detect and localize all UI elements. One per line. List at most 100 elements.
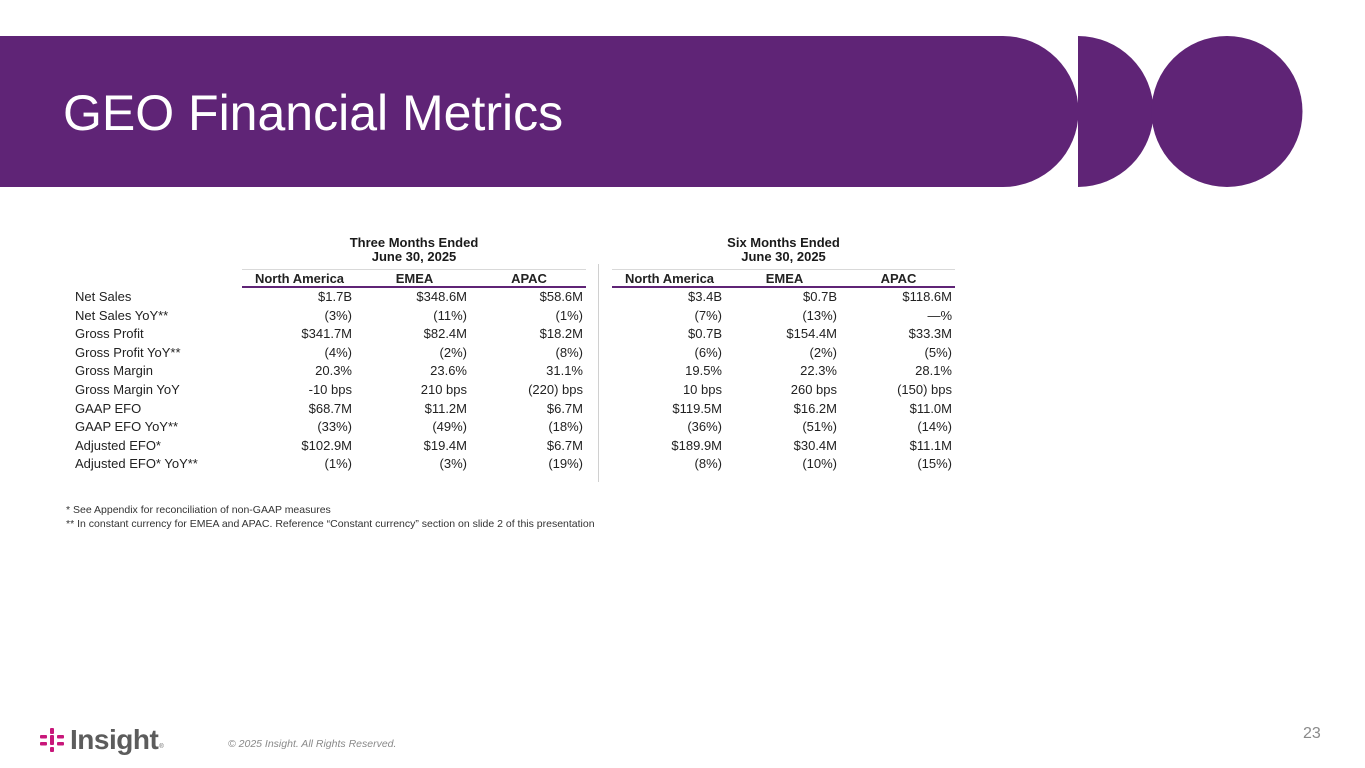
table-row: Gross Margin YoY -10 bps 210 bps (220) bps 1… [75,381,955,399]
cell-six-months: (7%) [694,307,722,323]
row-label: GAAP EFO YoY** [75,419,179,435]
cell-three-months: 210 bps [420,382,467,397]
cell-six-months: (36%) [687,419,722,435]
row-label: GAAP EFO [75,400,142,416]
cell-six-months: 19.5% [685,363,722,379]
cell-three-months: (3%) [324,307,352,323]
period-heading-line2: June 30, 2025 [371,249,457,264]
cell-six-months: $189.9M [671,437,722,453]
cell-three-months: $11.2M [424,400,467,416]
cell-six-months: $0.7B [803,289,837,304]
copyright-notice: © 2025 Insight. All Rights Reserved. [228,738,397,750]
footnote: ** In constant currency for EMEA and APA… [66,518,595,530]
table-row: Gross Profit $341.7M $82.4M $18.2M $0.7B $154… [75,325,955,343]
cell-three-months: (2%) [439,344,467,360]
row-label: Gross Margin YoY [75,382,180,397]
table-divider [598,264,599,482]
banner-shape [0,36,1303,187]
cell-three-months: (4%) [324,344,352,360]
table-row: Gross Profit YoY** (4%) (2%) (8%) (6%) (2%) (5… [75,344,955,362]
cell-six-months: 260 bps [790,382,837,397]
page-title: GEO Financial Metrics [63,85,564,141]
cell-three-months: (49%) [432,419,467,435]
cell-six-months: $118.6M [902,289,952,304]
cell-three-months: (18%) [548,419,583,435]
table-row: Net Sales YoY** (3%) (11%) (1%) (7%) (13%) —% [75,307,955,325]
cell-six-months: (6%) [694,344,722,360]
cell-three-months: (33%) [317,419,352,435]
registered-mark: ® [159,744,164,750]
cell-three-months: $6.7M [546,437,583,453]
footnotes: * See Appendix for reconciliation of non… [66,503,595,531]
cell-six-months: (150) bps [897,382,952,397]
cell-six-months: $33.3M [908,326,952,342]
period-heading-line2: June 30, 2025 [741,249,826,264]
table-row: GAAP EFO YoY** (33%) (49%) (18%) (36%) (51%) (… [75,418,955,436]
cell-six-months: $30.4M [793,437,837,453]
cell-six-months: 10 bps [682,382,722,397]
table-row: Gross Margin 20.3% 23.6% 31.1% 19.5% 22.3% 28.… [75,362,955,380]
cell-three-months: $341.7M [301,326,352,342]
cell-three-months: $6.7M [546,400,583,416]
cell-six-months: (51%) [802,419,837,435]
row-label: Net Sales [75,289,132,304]
cell-three-months: 20.3% [315,363,352,379]
period-heading-line1: Six Months Ended [727,235,840,250]
cell-six-months: $16.2M [793,400,837,416]
cell-six-months: $11.1M [909,437,952,453]
cell-three-months: (1%) [324,456,352,472]
cell-three-months: 31.1% [546,363,583,379]
cell-three-months: (8%) [555,344,583,360]
cell-three-months: $18.2M [539,326,583,342]
table-row: GAAP EFO $68.7M $11.2M $6.7M $119.5M $16.2M $1… [75,400,955,418]
cell-six-months: (5%) [924,344,952,360]
row-label: Adjusted EFO* YoY** [75,456,198,472]
column-header-six-months: North America EMEA APAC [612,269,955,288]
cell-three-months: (220) bps [528,382,583,397]
cell-three-months: $68.7M [308,400,352,416]
insight-logo-mark-icon [40,728,64,752]
cell-six-months: 22.3% [800,363,837,379]
row-label: Net Sales YoY** [75,307,169,323]
cell-six-months: (15%) [917,456,952,472]
column-header-north-america: North America [624,271,715,286]
cell-three-months: $58.6M [539,289,583,304]
metrics-table: Net Sales $1.7B $348.6M $58.6M $3.4B $0.7B $11… [75,288,955,478]
logo-wordmark: Insight [70,724,159,755]
cell-three-months: $82.4M [423,326,467,342]
cell-six-months: (14%) [917,419,952,435]
column-header-three-months: North America EMEA APAC [242,269,586,288]
cell-three-months: -10 bps [308,382,352,397]
cell-six-months: $3.4B [688,289,722,304]
cell-six-months: 28.1% [915,363,952,379]
insight-logo: Insight ® [40,724,164,756]
row-label: Adjusted EFO* [75,437,161,453]
cell-six-months: (8%) [694,456,722,472]
cell-six-months: (13%) [802,307,837,323]
page-number: 23 [1303,725,1321,742]
cell-six-months: $0.7B [688,326,722,342]
period-heading-three-months: Three Months Ended June 30, 2025 [242,236,586,264]
cell-six-months: (2%) [809,344,837,360]
row-label: Gross Margin [75,363,154,379]
column-header-apac: APAC [511,271,547,286]
table-row: Adjusted EFO* $102.9M $19.4M $6.7M $189.9M $3… [75,437,955,455]
cell-three-months: $348.6M [416,289,467,304]
cell-six-months: (10%) [802,456,837,472]
row-label: Gross Profit [75,326,144,342]
cell-three-months: $19.4M [423,437,467,453]
cell-three-months: (1%) [555,307,583,323]
column-header-apac: APAC [880,271,917,286]
table-row: Net Sales $1.7B $348.6M $58.6M $3.4B $0.7B $11… [75,288,955,306]
cell-six-months: —% [927,307,952,323]
cell-six-months: $119.5M [672,400,722,416]
cell-three-months: $1.7B [318,289,352,304]
period-heading-six-months: Six Months Ended June 30, 2025 [612,236,955,264]
column-header-emea: EMEA [395,271,434,286]
footnote: * See Appendix for reconciliation of non… [66,504,331,516]
cell-six-months: $11.0M [909,400,952,416]
row-label: Gross Profit YoY** [75,344,181,360]
column-header-north-america: North America [254,271,345,286]
cell-three-months: $102.9M [301,437,352,453]
column-header-emea: EMEA [765,271,804,286]
